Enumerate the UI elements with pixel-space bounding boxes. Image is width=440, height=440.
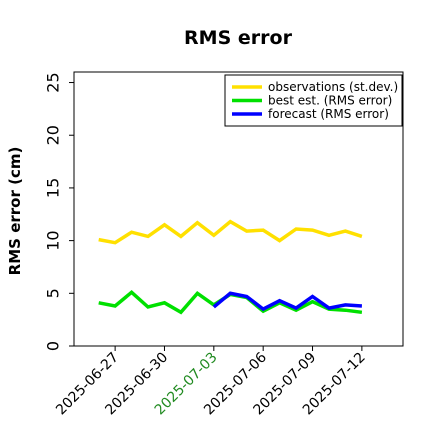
y-tick-label: 15 <box>44 178 63 198</box>
legend-label-2: best est. (RMS error) <box>268 94 392 108</box>
series-line-3 <box>212 291 363 312</box>
legend-label-1: observations (st.dev.) <box>268 80 398 94</box>
legend-label-3: forecast (RMS error) <box>268 107 389 121</box>
plot-frame <box>73 71 404 347</box>
y-tick-label: 25 <box>44 72 63 92</box>
y-tick-label: 20 <box>44 125 63 145</box>
y-tick-label: 0 <box>44 341 63 351</box>
legend: observations (st.dev.)best est. (RMS err… <box>224 74 403 127</box>
series-layer <box>98 219 363 315</box>
y-tick-label: 10 <box>44 230 63 250</box>
y-axis: 0 5 10 15 20 25 <box>44 72 74 351</box>
x-axis: 2025-06-272025-06-302025-07-032025-07-06… <box>53 346 369 418</box>
y-tick-label: 5 <box>44 288 63 298</box>
y-axis-label: RMS error (cm) <box>6 147 24 276</box>
chart-title: RMS error <box>184 27 293 49</box>
series-line-1 <box>98 219 363 245</box>
